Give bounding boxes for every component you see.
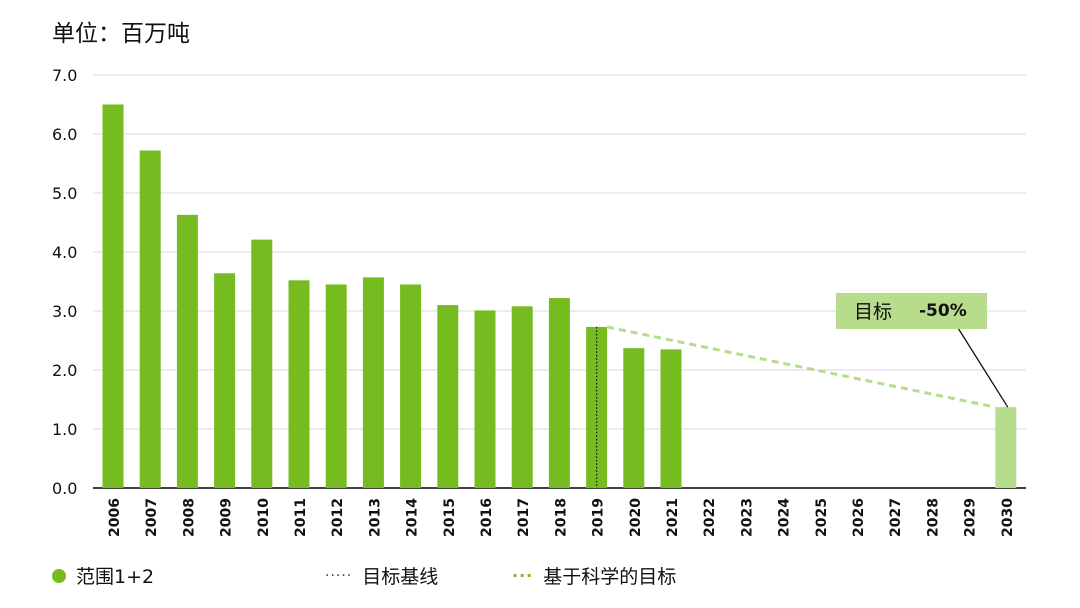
legend-baseline-marker: ····· [325,567,353,584]
target-annotation: 目标 -50% [836,293,1009,408]
x-tick-label: 2007 [144,498,160,537]
x-tick-label: 2015 [442,498,458,537]
legend-science-target-label: 基于科学的目标 [543,566,677,588]
legend-science-target-marker: ··· [512,566,534,585]
x-tick-label: 2009 [219,498,235,537]
legend-science-target: ··· 基于科学的目标 [512,562,676,589]
bar [548,298,570,488]
bar [362,277,384,488]
legend-baseline-label: 目标基线 [362,566,439,588]
bar [176,214,198,488]
x-tick-label: 2014 [405,498,421,537]
y-tick-label: 2.0 [52,361,77,380]
bar [139,150,161,488]
bar [102,104,124,488]
x-tick-label: 2023 [739,498,755,537]
x-tick-label: 2020 [628,498,644,537]
bar [251,239,273,488]
y-tick-label: 3.0 [52,302,77,321]
y-tick-label: 4.0 [52,243,77,262]
bar [660,349,682,488]
y-tick-label: 7.0 [52,66,77,85]
legend-scope-marker [52,568,66,583]
bar [437,305,459,488]
y-tick-label: 5.0 [52,184,77,203]
target-bar [995,407,1017,488]
x-tick-label: 2011 [293,498,309,537]
unit-label: 单位：百万吨 [52,21,190,47]
science-target-line [606,325,996,409]
x-tick-label: 2028 [925,498,941,537]
annotation-leader-line [957,327,1009,408]
x-tick-label: 2025 [814,498,830,537]
annotation-label: 目标 [854,301,892,323]
x-tick-labels: 2006 2007 2008 2009 2010 2011 2012 2013 2014 2015… [107,498,1016,537]
x-tick-label: 2010 [256,498,272,537]
bar [474,310,496,488]
x-tick-label: 2013 [367,498,383,537]
y-tick-label: 1.0 [52,420,77,439]
x-tick-label: 2008 [181,498,197,537]
target-lines [595,325,996,488]
x-tick-label: 2012 [330,498,346,537]
x-tick-label: 2018 [553,498,569,537]
bar [325,284,347,488]
y-tick-labels: 0.0 1.0 2.0 3.0 4.0 5.0 6.0 7.0 [52,66,77,498]
x-tick-label: 2021 [665,498,681,537]
x-tick-label: 2017 [516,498,532,537]
legend-baseline: ····· 目标基线 [325,562,438,589]
bar [214,273,236,488]
legend-scope: 范围1+2 [52,562,154,589]
bar [511,306,533,488]
annotation-value: -50% [919,301,967,321]
x-tick-label: 2029 [963,498,979,537]
bars [102,104,1017,488]
bar [288,280,310,488]
x-tick-label: 2030 [1000,498,1016,537]
x-tick-label: 2026 [851,498,867,537]
annotation-box [836,293,987,329]
x-tick-label: 2024 [777,498,793,537]
y-tick-label: 6.0 [52,125,77,144]
x-tick-label: 2019 [591,498,607,537]
bar [623,348,645,488]
x-tick-label: 2027 [888,498,904,537]
x-tick-label: 2006 [107,498,123,537]
legend-scope-label: 范围1+2 [76,566,155,588]
y-tick-label: 0.0 [52,479,77,498]
bar [400,284,422,488]
x-tick-label: 2016 [479,498,495,537]
x-tick-label: 2022 [702,498,718,537]
